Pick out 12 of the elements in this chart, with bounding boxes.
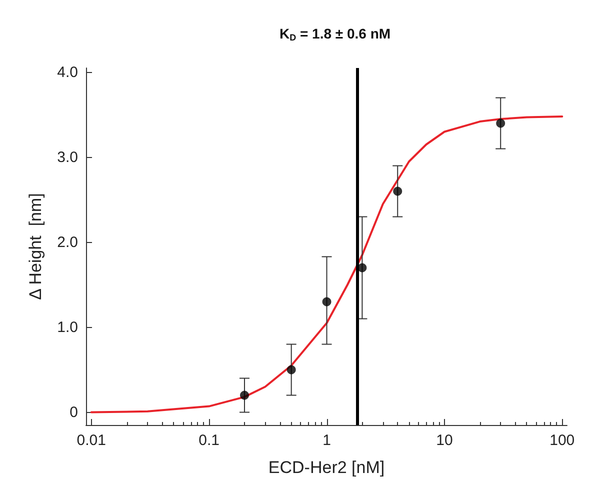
- x-tick-label: 0.01: [76, 432, 106, 449]
- x-tick-label: 0.1: [198, 432, 220, 449]
- y-tick-label: 3.0: [57, 148, 78, 166]
- x-tick-label: 10: [436, 432, 453, 449]
- y-tick-label: 0: [70, 404, 78, 421]
- y-tick-label: 1.0: [57, 318, 78, 336]
- x-tick-label: 100: [550, 432, 575, 449]
- y-axis-title: Δ Height [nm]: [26, 193, 45, 300]
- x-axis-title: ECD-Her2 [nM]: [268, 458, 385, 477]
- y-tick-label: 4.0: [57, 64, 78, 81]
- y-tick-label: 2.0: [57, 234, 78, 251]
- x-tick-label: 1: [322, 432, 331, 449]
